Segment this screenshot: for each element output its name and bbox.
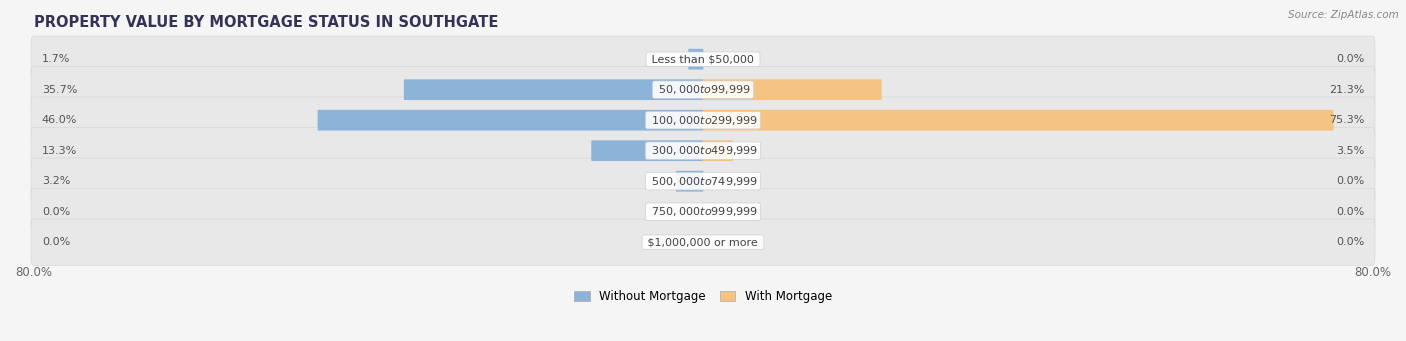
FancyBboxPatch shape	[31, 189, 1375, 235]
Text: Less than $50,000: Less than $50,000	[648, 54, 758, 64]
Legend: Without Mortgage, With Mortgage: Without Mortgage, With Mortgage	[574, 290, 832, 303]
Text: 0.0%: 0.0%	[1336, 207, 1364, 217]
Text: Source: ZipAtlas.com: Source: ZipAtlas.com	[1288, 10, 1399, 20]
FancyBboxPatch shape	[31, 66, 1375, 113]
Text: $50,000 to $99,999: $50,000 to $99,999	[655, 83, 751, 96]
Text: 0.0%: 0.0%	[1336, 176, 1364, 186]
Text: 0.0%: 0.0%	[1336, 54, 1364, 64]
Text: 0.0%: 0.0%	[1336, 237, 1364, 247]
Text: $1,000,000 or more: $1,000,000 or more	[644, 237, 762, 247]
FancyBboxPatch shape	[703, 110, 1333, 131]
FancyBboxPatch shape	[318, 110, 703, 131]
FancyBboxPatch shape	[703, 79, 882, 100]
Text: PROPERTY VALUE BY MORTGAGE STATUS IN SOUTHGATE: PROPERTY VALUE BY MORTGAGE STATUS IN SOU…	[34, 15, 498, 30]
Text: 46.0%: 46.0%	[42, 115, 77, 125]
Text: 3.2%: 3.2%	[42, 176, 70, 186]
FancyBboxPatch shape	[31, 158, 1375, 204]
FancyBboxPatch shape	[31, 36, 1375, 83]
Text: 1.7%: 1.7%	[42, 54, 70, 64]
FancyBboxPatch shape	[592, 140, 703, 161]
FancyBboxPatch shape	[31, 219, 1375, 265]
Text: 35.7%: 35.7%	[42, 85, 77, 95]
FancyBboxPatch shape	[676, 171, 703, 192]
Text: $300,000 to $499,999: $300,000 to $499,999	[648, 144, 758, 157]
FancyBboxPatch shape	[689, 49, 703, 70]
FancyBboxPatch shape	[31, 128, 1375, 174]
Text: $100,000 to $299,999: $100,000 to $299,999	[648, 114, 758, 127]
Text: 0.0%: 0.0%	[42, 207, 70, 217]
Text: 0.0%: 0.0%	[42, 237, 70, 247]
Text: $500,000 to $749,999: $500,000 to $749,999	[648, 175, 758, 188]
FancyBboxPatch shape	[404, 79, 703, 100]
Text: 21.3%: 21.3%	[1329, 85, 1364, 95]
Text: 13.3%: 13.3%	[42, 146, 77, 156]
FancyBboxPatch shape	[703, 140, 733, 161]
Text: 75.3%: 75.3%	[1329, 115, 1364, 125]
FancyBboxPatch shape	[31, 97, 1375, 143]
Text: $750,000 to $999,999: $750,000 to $999,999	[648, 205, 758, 218]
Text: 3.5%: 3.5%	[1336, 146, 1364, 156]
